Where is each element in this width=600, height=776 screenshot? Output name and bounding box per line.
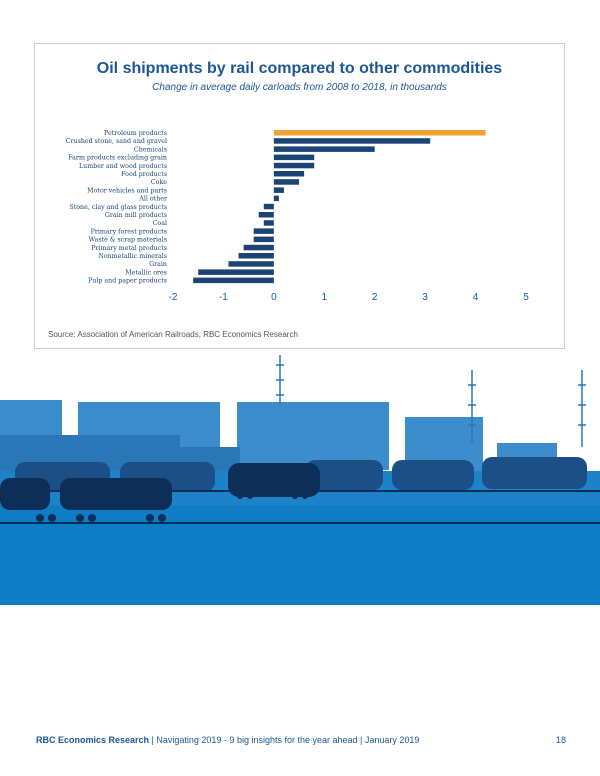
bar bbox=[273, 154, 315, 161]
bar bbox=[258, 212, 274, 218]
bar bbox=[238, 253, 274, 259]
chart-title: Oil shipments by rail compared to other … bbox=[96, 60, 503, 77]
rail-terminal-illustration bbox=[0, 355, 600, 605]
bar bbox=[253, 236, 274, 243]
category-label: Primary metal products bbox=[91, 245, 167, 252]
x-tick-label: 1 bbox=[322, 292, 328, 303]
page-footer: RBC Economics Research | Navigating 2019… bbox=[36, 735, 566, 745]
category-label: Grain mill products bbox=[105, 212, 167, 219]
category-label: Food products bbox=[121, 171, 167, 178]
x-tick-label: 2 bbox=[372, 292, 378, 303]
category-label: Crushed stone, sand and gravel bbox=[66, 138, 167, 145]
category-label: Nonmetallic minerals bbox=[98, 253, 167, 260]
x-tick-label: 0 bbox=[271, 292, 277, 303]
category-label: Primary forest products bbox=[91, 228, 167, 235]
bar bbox=[253, 228, 274, 234]
category-label: Farm products excluding grain bbox=[68, 155, 167, 162]
category-label: Chemicals bbox=[134, 146, 167, 153]
x-tick-label: 3 bbox=[422, 292, 428, 303]
category-label: Motor vehicles and parts bbox=[87, 187, 167, 194]
category-label: All other bbox=[138, 196, 168, 203]
bar bbox=[273, 195, 279, 202]
category-label: Waste & scrap materials bbox=[89, 237, 167, 244]
bar bbox=[273, 187, 284, 193]
category-label: Lumber and wood products bbox=[79, 163, 167, 170]
category-label: Coal bbox=[153, 220, 167, 227]
category-label: Pulp and paper products bbox=[88, 278, 167, 285]
x-tick-label: 4 bbox=[473, 292, 479, 303]
bar bbox=[273, 146, 375, 152]
category-label: Coke bbox=[151, 179, 167, 186]
chart-subtitle: Change in average daily carloads from 20… bbox=[152, 82, 447, 93]
footer-text: | Navigating 2019 - 9 big insights for t… bbox=[149, 735, 420, 745]
chart-card: Oil shipments by rail compared to other … bbox=[34, 43, 565, 349]
bar bbox=[198, 269, 274, 275]
bar bbox=[263, 203, 274, 210]
page-number: 18 bbox=[555, 735, 566, 745]
bar bbox=[273, 138, 431, 144]
category-label: Petroleum products bbox=[104, 130, 167, 137]
bar bbox=[263, 220, 274, 226]
bar bbox=[273, 171, 305, 177]
x-tick-label: -1 bbox=[219, 292, 228, 303]
chart-source: Source: Association of American Railroad… bbox=[48, 330, 298, 339]
bar bbox=[273, 179, 300, 185]
bar bbox=[243, 244, 274, 251]
bar bbox=[273, 130, 486, 136]
footer-brand: RBC Economics Research bbox=[36, 735, 150, 745]
category-label: Metallic ores bbox=[125, 269, 167, 276]
bar bbox=[273, 162, 315, 169]
category-label: Stone, clay and glass products bbox=[69, 204, 167, 211]
x-tick-label: -2 bbox=[169, 292, 178, 303]
bar bbox=[228, 261, 274, 267]
bar bbox=[193, 277, 274, 284]
category-label: Grain bbox=[149, 261, 167, 268]
x-tick-label: 5 bbox=[523, 292, 529, 303]
